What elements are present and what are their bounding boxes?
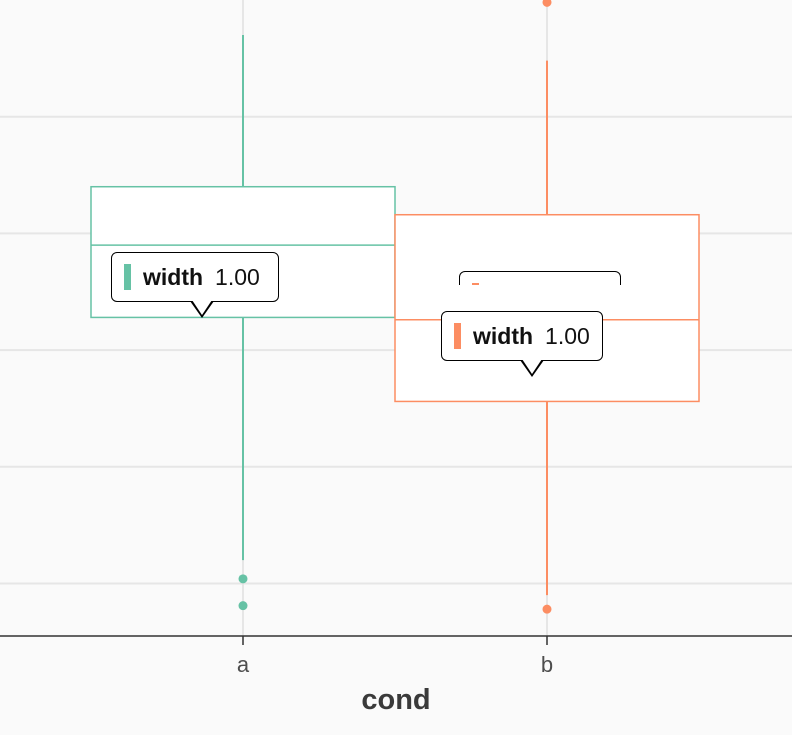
tick-label-a: a: [237, 652, 250, 677]
box-b: [394, 0, 700, 614]
tick-label-b: b: [541, 652, 553, 677]
outlier-b-0: [542, 604, 552, 614]
outlier-a-1: [238, 601, 248, 611]
box-iqr-b: [394, 213, 700, 403]
box-iqr-a: [90, 185, 396, 319]
outlier-a-0: [238, 574, 248, 584]
x-axis-title: cond: [361, 684, 430, 716]
outlier-b-1: [542, 0, 552, 7]
